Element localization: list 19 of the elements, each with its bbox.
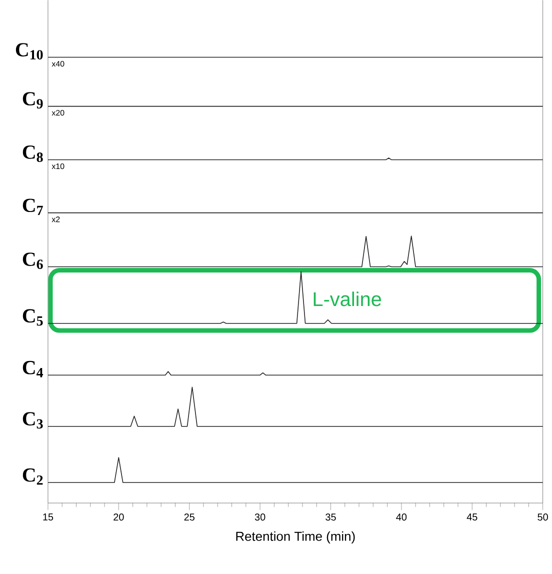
x-tick-label: 50: [538, 514, 548, 521]
series-label: C$_{4}$: [23, 360, 44, 378]
series-label: C$_{10}$: [16, 43, 43, 60]
series-label: C$_{2}$: [23, 468, 43, 485]
x-tick-label: 15: [43, 514, 54, 520]
x-tick-label: 40: [396, 514, 407, 521]
x-tick-label: 30: [255, 514, 266, 521]
x-tick-label: 25: [184, 514, 195, 521]
series-label: C$_{5}$: [23, 309, 43, 326]
x-tick-label: 20: [114, 514, 124, 521]
series-label: C$_{6}$: [23, 252, 44, 270]
annotation: L-valine: [314, 292, 382, 306]
series-label: C$_{8}$: [23, 146, 43, 162]
series-label: C$_{9}$: [23, 92, 43, 108]
x-axis-title: Retention Time (min): [236, 531, 355, 544]
x-tick-label: 35: [326, 514, 336, 521]
series-label: C$_{7}$: [23, 198, 44, 215]
series-label: C$_{3}$: [23, 412, 43, 429]
x-tick-label: 45: [466, 514, 478, 520]
